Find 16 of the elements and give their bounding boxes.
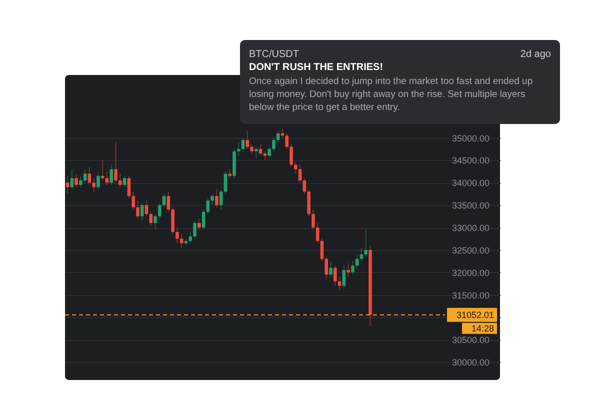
y-tick-label: 33000.00	[452, 223, 490, 233]
annotation: 14:28	[471, 323, 494, 334]
y-tick-label: 33500.00	[452, 200, 490, 211]
y-tick-label: 31500.00	[452, 290, 490, 300]
y-tick-label: 34500.00	[452, 156, 490, 166]
y-tick-label: 35000.00	[452, 133, 490, 144]
y-tick-label: 34000.00	[452, 178, 490, 188]
ref-line-label: 31052.01	[456, 310, 494, 320]
y-tick-label: 30500.00	[452, 335, 490, 346]
chart-title: DON'T RUSH THE ENTRIES!	[249, 62, 384, 73]
annotation: Once again I decided to jump into the market too fast and ended up losing money. Don't buy right away on the rise. Set multiple layers below the price to get a better entry.	[249, 76, 533, 113]
y-tick-label: 30000.00	[452, 358, 490, 368]
chart-subtitle: BTC/USDT	[249, 49, 299, 60]
text: 2d ago	[520, 49, 552, 60]
y-tick-label: 32000.00	[452, 268, 490, 278]
y-tick-label: 32500.00	[452, 245, 490, 256]
